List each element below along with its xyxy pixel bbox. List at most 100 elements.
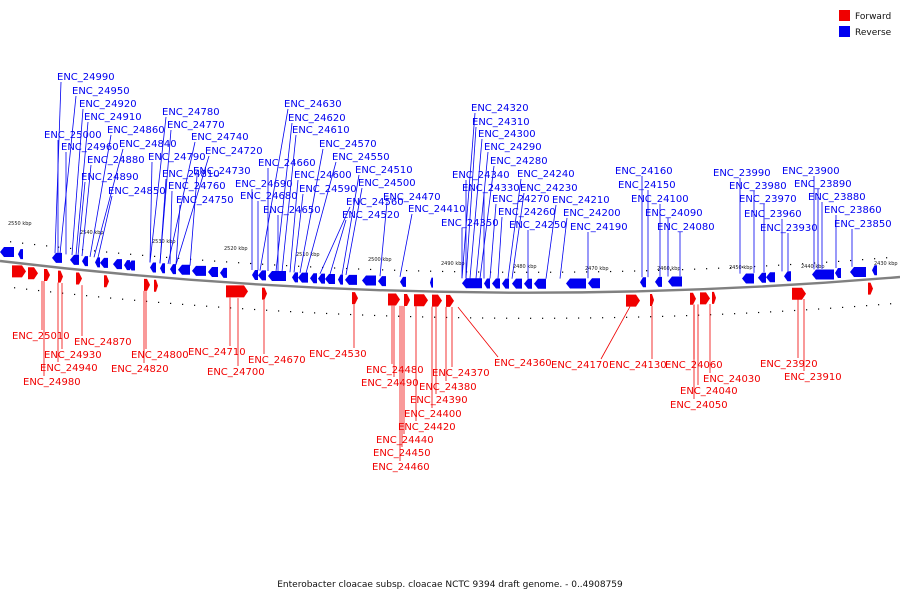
reverse-gene-label: ENC_24080: [657, 222, 715, 233]
scale-dot: [410, 315, 412, 318]
scale-dot: [686, 315, 688, 317]
reverse-leader-line: [93, 148, 124, 258]
scale-dot: [758, 311, 760, 314]
scale-dot: [130, 253, 132, 255]
scale-dot: [386, 315, 388, 317]
reverse-gene-label: ENC_23930: [760, 223, 818, 234]
reverse-leader-line: [305, 161, 337, 274]
reverse-gene: [534, 278, 546, 289]
scale-dot: [118, 252, 120, 254]
forward-gene-label: ENC_24170: [551, 360, 609, 371]
scale-dot: [718, 267, 720, 269]
reverse-leader-line: [479, 165, 495, 279]
scale-dot: [866, 305, 868, 307]
reverse-gene: [160, 263, 165, 274]
forward-gene: [28, 267, 38, 280]
forward-gene-label: ENC_24980: [23, 377, 81, 388]
reverse-gene: [100, 257, 108, 268]
reverse-leader-line: [175, 204, 181, 265]
legend-forward-swatch: [839, 10, 850, 21]
reverse-leader-line: [345, 187, 363, 275]
scale-dot: [242, 308, 244, 310]
reverse-gene-label: ENC_24760: [168, 181, 226, 192]
reverse-gene: [258, 270, 266, 281]
scale-dot: [134, 299, 136, 301]
scale-dot: [434, 316, 436, 318]
reverse-gene: [850, 266, 866, 277]
reverse-gene-label: ENC_23990: [713, 168, 771, 179]
reverse-gene: [220, 267, 227, 278]
scale-dot: [658, 269, 660, 271]
reverse-gene-label: ENC_24150: [618, 180, 676, 191]
scale-dot: [542, 317, 544, 319]
scale-tick-label: 2440 kbp: [801, 264, 825, 270]
reverse-gene-label: ENC_24160: [615, 166, 673, 177]
scale-dot: [254, 308, 256, 311]
scale-dot: [742, 266, 744, 268]
reverse-gene-label: ENC_24610: [292, 125, 350, 136]
scale-dot: [806, 309, 808, 311]
legend-forward-label: Forward: [855, 12, 891, 22]
reverse-gene: [208, 267, 218, 278]
forward-genes: [12, 265, 873, 307]
scale-dot: [454, 271, 456, 273]
scale-dot: [70, 247, 72, 250]
scale-dot: [578, 317, 580, 319]
scale-dot: [286, 265, 288, 267]
forward-gene: [104, 275, 109, 288]
scale-tick-label: 2530 kbp: [152, 239, 176, 245]
reverse-gene-label: ENC_24290: [484, 142, 542, 153]
scale-dot: [86, 295, 88, 297]
forward-gene: [414, 294, 428, 307]
scale-dot: [166, 256, 168, 258]
scale-dot: [194, 304, 196, 306]
scale-dot: [802, 263, 804, 265]
reverse-leader-line: [465, 126, 477, 279]
reverse-gene-label: ENC_23960: [744, 209, 802, 220]
reverse-gene-label: ENC_24260: [498, 207, 556, 218]
reverse-gene-label: ENC_24210: [552, 195, 610, 206]
reverse-gene-label: ENC_24910: [84, 112, 142, 123]
forward-leader-line: [457, 306, 499, 358]
reverse-leader-line: [545, 204, 557, 279]
scale-dot: [526, 271, 528, 273]
scale-dot: [266, 309, 268, 311]
scale-dot: [814, 262, 816, 264]
forward-gene-label: ENC_24040: [680, 386, 738, 397]
scale-dot: [634, 270, 636, 272]
scale-dot: [482, 317, 484, 319]
scale-dots: [10, 241, 892, 319]
scale-dot: [326, 312, 328, 315]
reverse-leader-line: [167, 141, 196, 265]
reverse-gene: [512, 278, 522, 289]
scale-dot: [662, 315, 664, 317]
reverse-gene: [325, 274, 335, 285]
reverse-gene-label: ENC_24950: [72, 86, 130, 97]
scale-dot: [34, 243, 36, 246]
reverse-gene-labels: ENC_24990 ENC_24950 ENC_24920 ENC_24910 ENC_…: [44, 72, 892, 234]
scale-dot: [622, 270, 624, 272]
scale-dot: [706, 268, 708, 270]
reverse-leader-line: [189, 175, 198, 266]
scale-dot: [670, 269, 672, 271]
reverse-gene: [378, 276, 386, 287]
reverse-gene-label: ENC_23980: [729, 181, 787, 192]
scale-dot: [586, 271, 588, 273]
forward-gene-label: ENC_24390: [410, 395, 468, 406]
reverse-gene-label: ENC_24470: [383, 192, 441, 203]
scale-dot: [590, 317, 592, 319]
scale-dot: [778, 264, 780, 266]
scale-dot: [274, 264, 276, 266]
reverse-gene-label: ENC_24270: [492, 194, 550, 205]
forward-gene: [432, 294, 442, 307]
reverse-gene-label: ENC_24590: [299, 184, 357, 195]
reverse-gene-label: ENC_24240: [517, 169, 575, 180]
reverse-gene-label: ENC_24890: [81, 172, 139, 183]
forward-gene-label: ENC_24060: [665, 360, 723, 371]
reverse-gene: [588, 278, 600, 289]
scale-tick-label: 2520 kbp: [224, 246, 248, 252]
scale-dot: [218, 306, 220, 308]
legend: Forward Reverse: [839, 10, 892, 38]
scale-dot: [874, 258, 876, 260]
reverse-gene: [52, 252, 62, 263]
